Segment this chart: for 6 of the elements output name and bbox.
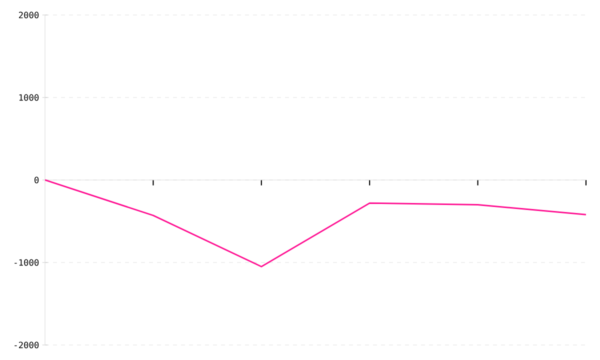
y-tick-label: -1000: [14, 259, 39, 266]
y-tick-label: 2000: [18, 12, 39, 18]
y-tick-label: 1000: [19, 94, 39, 101]
y-tick-label: 0: [34, 176, 39, 184]
line-series: [45, 179, 586, 268]
y-tick-label: -2000: [14, 342, 39, 348]
